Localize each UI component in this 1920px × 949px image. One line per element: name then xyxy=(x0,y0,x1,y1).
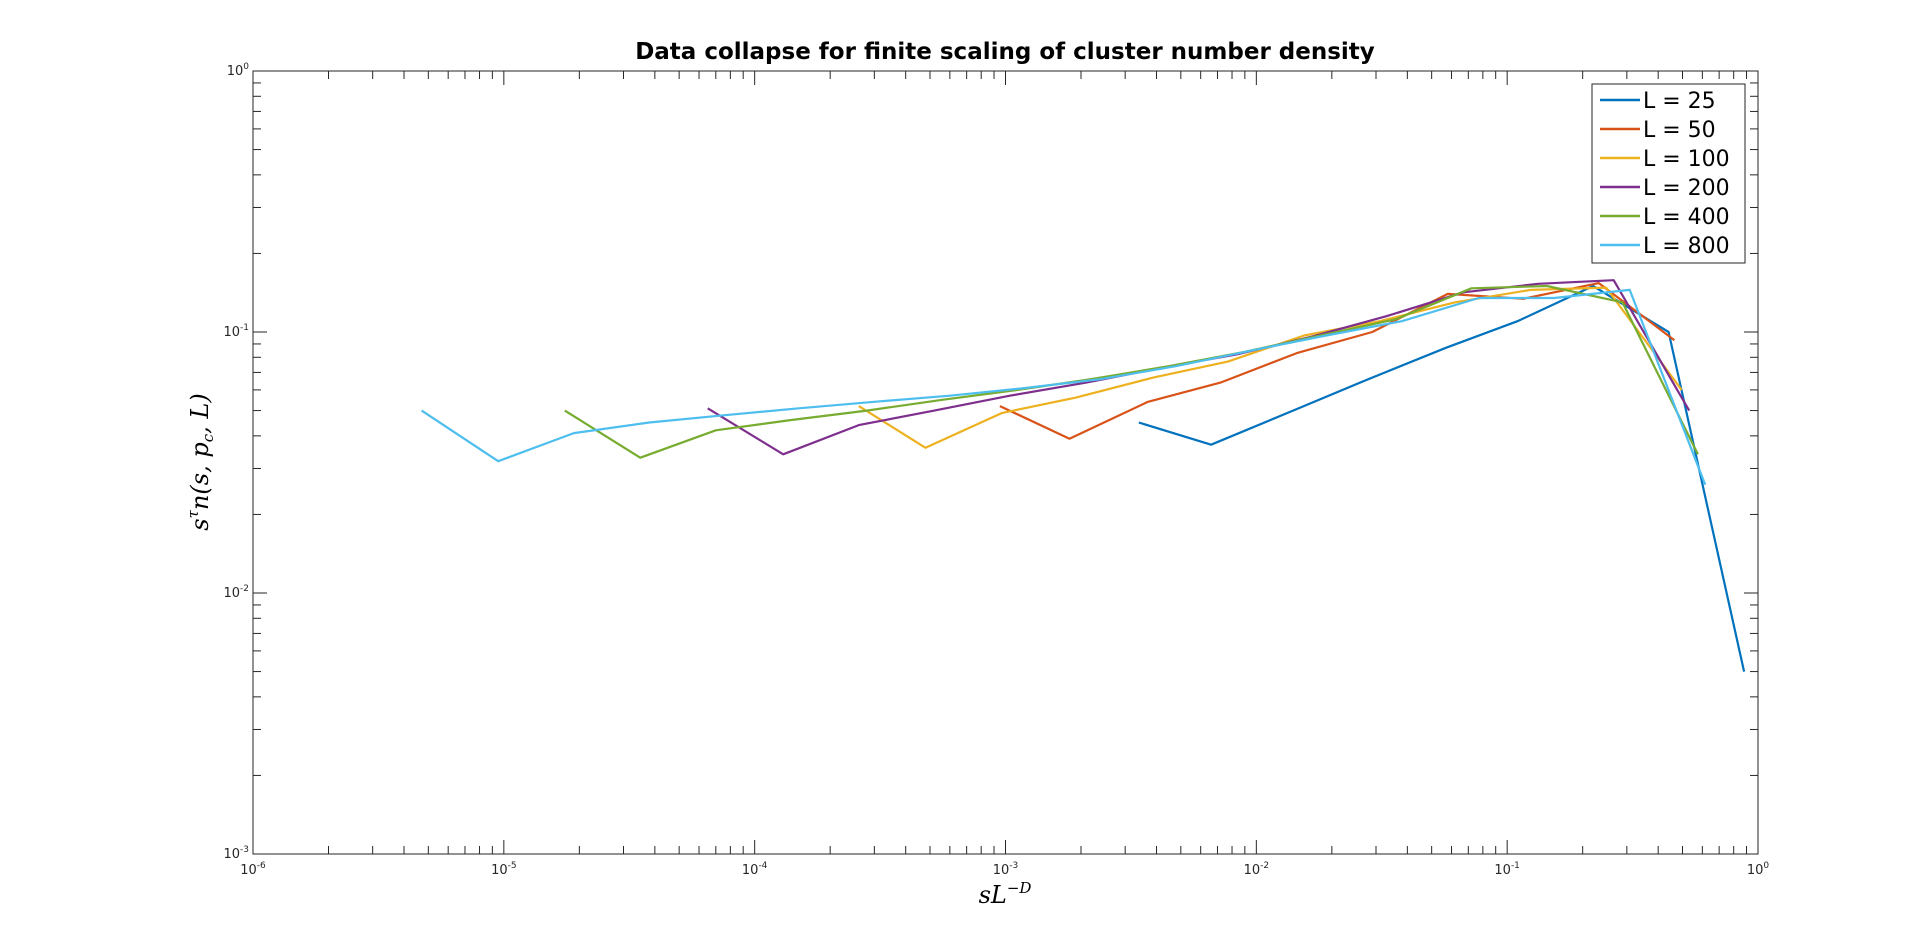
legend-box xyxy=(1591,83,1746,264)
series-line-2 xyxy=(999,282,1676,440)
legend-label-5: L = 400 xyxy=(1643,205,1730,230)
y-tick-label: 10-3 xyxy=(223,845,249,862)
legend: L = 25 L = 50 L = 100 L = 200 L = 400 L = 800 xyxy=(1591,83,1746,264)
x-tick-label: 10-1 xyxy=(1494,861,1520,878)
x-tick-label: 100 xyxy=(1747,861,1770,878)
legend-label-2: L = 50 xyxy=(1643,118,1716,143)
legend-label-1: L = 25 xyxy=(1643,89,1716,114)
legend-label-4: L = 200 xyxy=(1643,176,1730,201)
legend-label-6: L = 800 xyxy=(1643,234,1730,259)
x-tick-label: 10-2 xyxy=(1244,861,1270,878)
x-tick-label: 10-5 xyxy=(491,861,517,878)
axis-ticks xyxy=(252,70,1759,855)
y-tick-label: 100 xyxy=(227,62,250,79)
x-tick-label: 10-6 xyxy=(240,861,266,878)
x-tick-label: 10-4 xyxy=(742,861,768,878)
y-tick-label: 10-2 xyxy=(223,584,249,601)
legend-label-3: L = 100 xyxy=(1643,147,1730,172)
tick-labels: 10-6 10-5 10-4 10-3 10-2 10-1 100 10-3 10-2 10-1 1… xyxy=(223,62,1769,878)
series-line-5 xyxy=(564,284,1699,459)
series-lines xyxy=(420,279,1746,672)
x-axis-label: sL−D xyxy=(979,879,1032,909)
series-line-6 xyxy=(420,288,1707,486)
x-tick-label: 10-3 xyxy=(993,861,1019,878)
chart-title: Data collapse for finite scaling of clus… xyxy=(635,39,1375,65)
y-axis-label: sτn(s, pc, L) xyxy=(184,393,217,530)
plot-area xyxy=(252,70,1759,855)
y-tick-label: 10-1 xyxy=(223,323,249,340)
